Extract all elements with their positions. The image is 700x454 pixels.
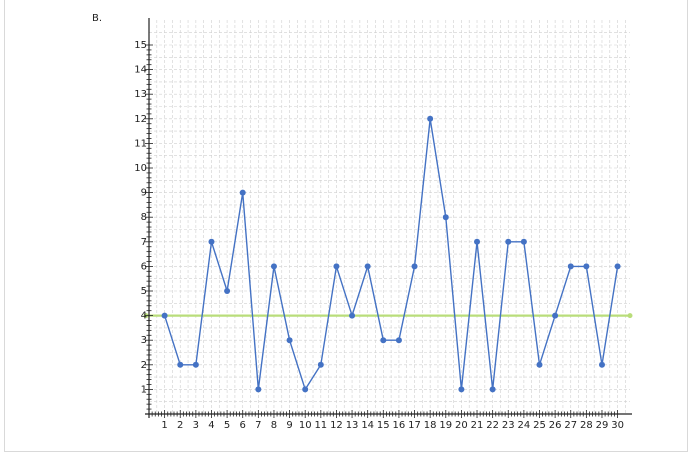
y-tick-label: 13 — [134, 89, 147, 100]
option-label: B. — [92, 13, 103, 24]
x-tick-label: 25 — [533, 420, 546, 431]
data-point — [349, 312, 356, 319]
data-point — [255, 386, 262, 393]
y-tick-label: 9 — [141, 188, 147, 199]
x-tick-label: 26 — [549, 420, 562, 431]
x-tick-label: 24 — [518, 420, 531, 431]
y-tick-label: 8 — [141, 212, 147, 223]
data-point — [442, 214, 449, 221]
reference-line-group — [143, 313, 633, 319]
data-point — [427, 115, 434, 122]
data-point — [286, 337, 293, 344]
y-tick-label: 7 — [141, 237, 147, 248]
grid — [149, 20, 630, 414]
x-tick-label: 5 — [224, 420, 230, 431]
data-point — [567, 263, 574, 270]
x-tick-label: 23 — [502, 420, 515, 431]
x-tick-label: 8 — [271, 420, 277, 431]
x-tick-label: 6 — [240, 420, 246, 431]
x-tick-label: 28 — [580, 420, 593, 431]
data-point — [317, 361, 324, 368]
x-tick-label: 9 — [286, 420, 292, 431]
data-point — [380, 337, 387, 344]
y-tick-label: 6 — [141, 261, 147, 272]
data-point — [536, 361, 543, 368]
data-point — [208, 238, 215, 245]
x-tick-label: 20 — [455, 420, 468, 431]
x-tick-label: 12 — [330, 420, 343, 431]
data-point — [302, 386, 309, 393]
series-line — [163, 118, 619, 392]
x-tick-label: 10 — [299, 420, 312, 431]
y-tick-label: 4 — [141, 311, 147, 322]
data-point — [395, 337, 402, 344]
data-point — [458, 386, 465, 393]
y-tick-label: 1 — [141, 384, 147, 395]
x-tick-label: 14 — [361, 420, 374, 431]
data-point — [598, 361, 605, 368]
x-tick-label: 27 — [564, 420, 577, 431]
series-group — [161, 115, 621, 393]
x-tick-label: 7 — [255, 420, 261, 431]
x-tick-label: 22 — [486, 420, 499, 431]
data-point — [239, 189, 246, 196]
x-tick-label: 29 — [596, 420, 609, 431]
data-point — [364, 263, 371, 270]
y-tick-label: 3 — [141, 335, 147, 346]
x-tick-label: 15 — [377, 420, 390, 431]
x-tick-label: 16 — [393, 420, 406, 431]
x-tick-label: 3 — [193, 420, 199, 431]
data-point — [583, 263, 590, 270]
data-point — [333, 263, 340, 270]
y-tick-label: 12 — [134, 114, 147, 125]
x-tick-label: 2 — [177, 420, 183, 431]
x-tick-label: 4 — [208, 420, 214, 431]
data-point — [474, 238, 481, 245]
y-tick-label: 2 — [141, 360, 147, 371]
data-point — [505, 238, 512, 245]
data-point — [161, 312, 168, 319]
y-tick-label: 14 — [134, 65, 147, 76]
data-point — [552, 312, 559, 319]
data-point — [270, 263, 277, 270]
y-tick-label: 10 — [134, 163, 147, 174]
data-point — [224, 288, 231, 294]
data-point — [520, 238, 527, 245]
y-tick-label: 5 — [141, 286, 147, 297]
y-tick-label: 15 — [134, 40, 147, 51]
y-tick-label: 11 — [134, 138, 147, 149]
x-tick-label: 30 — [611, 420, 624, 431]
data-point — [489, 386, 496, 393]
x-tick-label: 21 — [471, 420, 484, 431]
x-tick-label: 19 — [439, 420, 452, 431]
reference-line-end-dot — [627, 313, 633, 319]
data-point — [177, 361, 184, 368]
x-tick-label: 1 — [161, 420, 167, 431]
x-tick-label: 13 — [346, 420, 359, 431]
x-tick-label: 17 — [408, 420, 421, 431]
x-tick-label: 11 — [314, 420, 327, 431]
question-panel — [4, 0, 688, 452]
data-point — [411, 263, 418, 270]
x-tick-label: 18 — [424, 420, 437, 431]
data-point — [614, 263, 621, 270]
data-point — [192, 361, 199, 368]
